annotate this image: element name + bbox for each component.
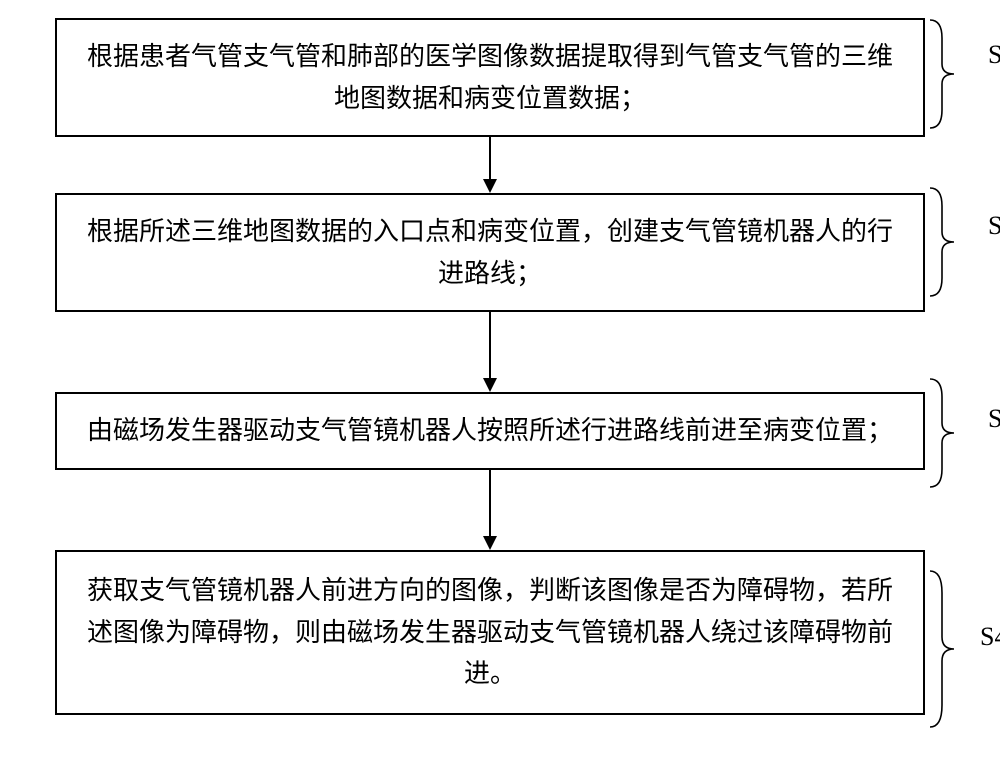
brace-s41	[928, 569, 978, 729]
step-label-s1: S1	[988, 40, 1000, 70]
arrow-s1-s2	[55, 137, 925, 193]
step-box-s41: 获取支气管镜机器人前进方向的图像，判断该图像是否为障碍物，若所述图像为障碍物，则…	[55, 550, 925, 715]
arrow-s3-s41	[55, 470, 925, 550]
step-label-s41: S41	[980, 622, 1000, 652]
step-text: 由磁场发生器驱动支气管镜机器人按照所述行进路线前进至病变位置；	[87, 416, 893, 445]
brace-s3	[928, 377, 978, 489]
step-box-s2: 根据所述三维地图数据的入口点和病变位置，创建支气管镜机器人的行进路线；	[55, 193, 925, 312]
step-box-s1: 根据患者气管支气管和肺部的医学图像数据提取得到气管支气管的三维地图数据和病变位置…	[55, 18, 925, 137]
flowchart: 根据患者气管支气管和肺部的医学图像数据提取得到气管支气管的三维地图数据和病变位置…	[30, 18, 950, 715]
step-label-s3: S3	[988, 404, 1000, 434]
step-text: 获取支气管镜机器人前进方向的图像，判断该图像是否为障碍物，若所述图像为障碍物，则…	[87, 576, 893, 688]
brace-s2	[928, 186, 978, 298]
step-text: 根据所述三维地图数据的入口点和病变位置，创建支气管镜机器人的行进路线；	[87, 217, 893, 288]
brace-s1	[928, 18, 978, 130]
step-box-s3: 由磁场发生器驱动支气管镜机器人按照所述行进路线前进至病变位置；	[55, 392, 925, 470]
step-text: 根据患者气管支气管和肺部的医学图像数据提取得到气管支气管的三维地图数据和病变位置…	[87, 42, 893, 113]
arrow-s2-s3	[55, 312, 925, 392]
step-label-s2: S2	[988, 211, 1000, 241]
